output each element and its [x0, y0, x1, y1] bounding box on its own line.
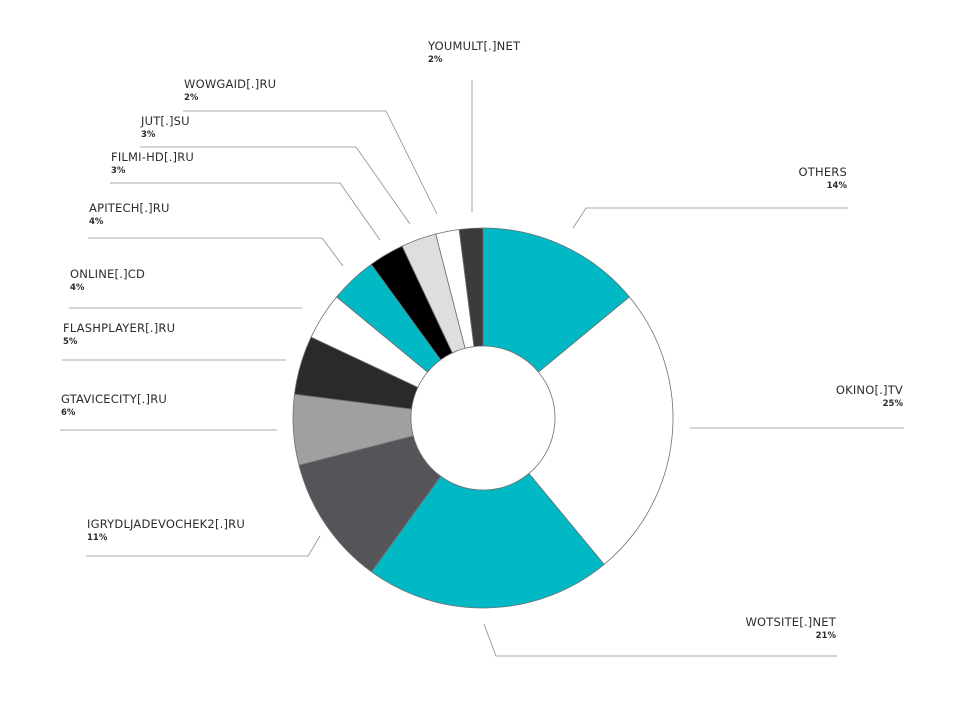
labels-group: OTHERS 14% OKINO[.]TV 25% WOTSITE[.]NET 21% IG…	[61, 39, 903, 641]
slice-percent-jut-su: 3%	[141, 130, 156, 140]
slice-youmult-net	[458, 227, 484, 348]
slice-percent-flashplayer-ru: 5%	[63, 337, 78, 347]
slice-percent-filmi-hd-ru: 3%	[111, 166, 126, 176]
leader-line-apitech-ru	[88, 237, 344, 267]
slice-percent-wotsite-net: 21%	[816, 631, 837, 641]
slice-percent-igrydljadevochek2-ru: 11%	[87, 533, 108, 543]
slice-percent-okino-tv: 25%	[883, 399, 904, 409]
slices-group	[292, 227, 674, 609]
leader-line-others	[572, 207, 848, 229]
leader-line-wowgaid-ru	[183, 110, 438, 215]
slice-percent-online-cd: 4%	[70, 283, 85, 293]
leader-line-igrydljadevochek2-ru	[86, 535, 321, 557]
slice-label-youmult-net: YOUMULT[.]NET	[427, 39, 521, 53]
slice-okino-tv	[528, 296, 674, 565]
slice-label-okino-tv: OKINO[.]TV	[836, 383, 903, 397]
slice-label-wowgaid-ru: WOWGAID[.]RU	[184, 77, 276, 91]
slice-percent-apitech-ru: 4%	[89, 217, 104, 227]
slice-label-apitech-ru: APITECH[.]RU	[89, 201, 170, 215]
slice-label-online-cd: ONLINE[.]CD	[70, 267, 145, 281]
slice-label-igrydljadevochek2-ru: IGRYDLJADEVOCHEK2[.]RU	[87, 517, 245, 531]
slice-wotsite-net	[370, 472, 605, 609]
leader-line-jut-su	[140, 146, 411, 225]
slice-label-gtavicecity-ru: GTAVICECITY[.]RU	[61, 392, 167, 406]
slice-label-flashplayer-ru: FLASHPLAYER[.]RU	[63, 321, 175, 335]
slice-others	[482, 227, 630, 373]
leader-line-wotsite-net	[483, 623, 837, 657]
slice-percent-wowgaid-ru: 2%	[184, 93, 199, 103]
leader-line-filmi-hd-ru	[110, 182, 381, 241]
slice-percent-youmult-net: 2%	[428, 55, 443, 65]
slice-label-filmi-hd-ru: FILMI-HD[.]RU	[111, 150, 194, 164]
slice-percent-others: 14%	[827, 181, 848, 191]
slice-label-others: OTHERS	[799, 165, 847, 179]
leader-lines-group	[60, 80, 904, 657]
slice-label-wotsite-net: WOTSITE[.]NET	[745, 615, 836, 629]
slice-percent-gtavicecity-ru: 6%	[61, 408, 76, 418]
slice-label-jut-su: JUT[.]SU	[140, 114, 190, 128]
